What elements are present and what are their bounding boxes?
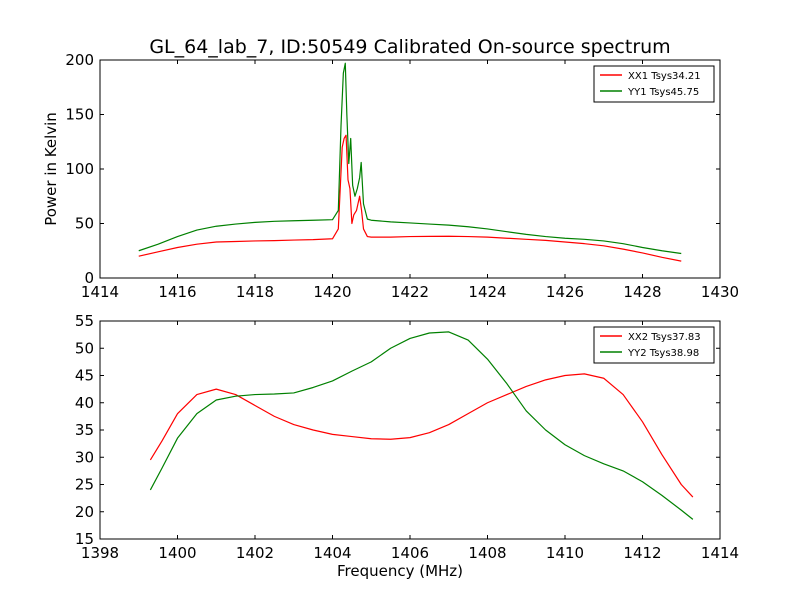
bottom-y-tick-label: 55 [75, 312, 94, 330]
bottom-x-tick-label: 1406 [391, 544, 429, 562]
bottom-x-tick-label: 1410 [546, 544, 584, 562]
top-legend-box [593, 65, 715, 103]
top-panel: 1414 1416 1418 1420 1422 1424 1426 1428 1430 0 50 1… [42, 51, 739, 301]
bottom-legend-label-2: YY2 Tsys38.98 [627, 348, 699, 359]
top-x-tick-label: 1430 [701, 283, 739, 301]
bottom-legend-box [593, 326, 715, 364]
bottom-x-tick-label: 1404 [313, 544, 351, 562]
top-y-tick-label: 150 [65, 106, 94, 124]
top-x-tick-label: 1420 [313, 283, 351, 301]
top-series-1-line [138, 134, 682, 262]
top-y-tick-label: 50 [75, 215, 94, 233]
top-y-tick-label: 200 [65, 51, 94, 69]
top-y-tick-label: 0 [84, 269, 94, 287]
bottom-y-tick-label: 30 [75, 448, 94, 466]
bottom-legend-label-1: XX2 Tsys37.83 [628, 332, 701, 343]
bottom-y-tick-label: 25 [75, 476, 94, 494]
bottom-series-2-line [149, 331, 694, 520]
bottom-x-axis-label: Frequency (MHz) [337, 562, 463, 580]
bottom-series-1-line [149, 373, 694, 498]
top-x-tick-label: 1424 [468, 283, 506, 301]
bottom-x-tick-label: 1400 [158, 544, 196, 562]
top-x-tick-label: 1416 [158, 283, 196, 301]
top-y-axis-label: Power in Kelvin [42, 112, 60, 226]
bottom-x-tick-label: 1402 [236, 544, 274, 562]
top-legend-label-1: XX1 Tsys34.21 [628, 71, 701, 82]
bottom-y-tick-label: 20 [75, 503, 94, 521]
bottom-x-tick-label: 1398 [81, 544, 119, 562]
bottom-x-tick-label: 1412 [623, 544, 661, 562]
top-x-tick-label: 1428 [623, 283, 661, 301]
bottom-x-tick-label: 1414 [701, 544, 739, 562]
top-x-tick-label: 1414 [81, 283, 119, 301]
bottom-y-tick-label: 50 [75, 339, 94, 357]
top-y-tick-label: 100 [65, 160, 94, 178]
top-x-tick-label: 1422 [391, 283, 429, 301]
figure-title: GL_64_lab_7, ID:50549 Calibrated On-sour… [149, 36, 670, 58]
bottom-y-tick-label: 45 [75, 367, 94, 385]
bottom-panel: 1398 1400 1402 1404 1406 1408 1410 1412 1414 15 20… [75, 312, 739, 580]
bottom-y-tick-label: 35 [75, 421, 94, 439]
top-legend-label-2: YY1 Tsys45.75 [627, 87, 699, 98]
bottom-y-tick-label: 40 [75, 394, 94, 412]
top-series-2-line [138, 62, 682, 255]
bottom-y-tick-label: 15 [75, 530, 94, 548]
top-x-tick-label: 1418 [236, 283, 274, 301]
bottom-x-tick-label: 1408 [468, 544, 506, 562]
top-x-tick-label: 1426 [546, 283, 584, 301]
